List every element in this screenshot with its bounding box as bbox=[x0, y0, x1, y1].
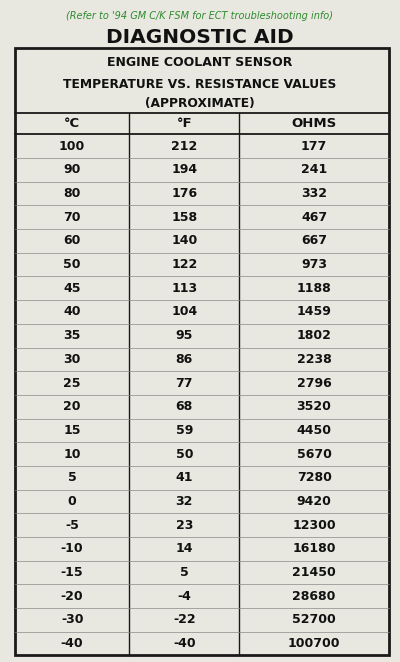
Text: 77: 77 bbox=[176, 377, 193, 389]
Text: 467: 467 bbox=[301, 211, 327, 224]
Text: (Refer to '94 GM C/K FSM for ECT troubleshooting info): (Refer to '94 GM C/K FSM for ECT trouble… bbox=[66, 11, 334, 21]
Text: 176: 176 bbox=[171, 187, 197, 200]
Text: 28680: 28680 bbox=[292, 590, 336, 602]
Text: 5: 5 bbox=[68, 471, 76, 485]
Text: 50: 50 bbox=[64, 258, 81, 271]
Text: TEMPERATURE VS. RESISTANCE VALUES: TEMPERATURE VS. RESISTANCE VALUES bbox=[63, 78, 337, 91]
Text: °F: °F bbox=[176, 117, 192, 130]
Text: 70: 70 bbox=[64, 211, 81, 224]
Text: OHMS: OHMS bbox=[292, 117, 337, 130]
Text: 50: 50 bbox=[176, 448, 193, 461]
Text: 86: 86 bbox=[176, 353, 193, 366]
Text: 45: 45 bbox=[64, 282, 81, 295]
Text: -22: -22 bbox=[173, 614, 196, 626]
Text: 2238: 2238 bbox=[297, 353, 332, 366]
Text: -40: -40 bbox=[173, 637, 196, 650]
Text: 122: 122 bbox=[171, 258, 197, 271]
Text: 3520: 3520 bbox=[297, 401, 332, 413]
Text: 68: 68 bbox=[176, 401, 193, 413]
Text: 25: 25 bbox=[64, 377, 81, 389]
Text: 32: 32 bbox=[176, 495, 193, 508]
Text: 10: 10 bbox=[64, 448, 81, 461]
Text: 52700: 52700 bbox=[292, 614, 336, 626]
Text: -5: -5 bbox=[65, 518, 79, 532]
Text: 100700: 100700 bbox=[288, 637, 340, 650]
Text: 7280: 7280 bbox=[297, 471, 332, 485]
Text: 177: 177 bbox=[301, 140, 327, 153]
Text: 241: 241 bbox=[301, 164, 327, 176]
Text: 14: 14 bbox=[176, 542, 193, 555]
Text: -15: -15 bbox=[61, 566, 84, 579]
Text: 194: 194 bbox=[171, 164, 197, 176]
Text: DIAGNOSTIC AID: DIAGNOSTIC AID bbox=[106, 28, 294, 48]
Text: 12300: 12300 bbox=[292, 518, 336, 532]
Text: 973: 973 bbox=[301, 258, 327, 271]
Text: 20: 20 bbox=[64, 401, 81, 413]
Text: 60: 60 bbox=[64, 234, 81, 248]
Text: 667: 667 bbox=[301, 234, 327, 248]
Text: 16180: 16180 bbox=[292, 542, 336, 555]
Text: 158: 158 bbox=[171, 211, 197, 224]
Text: 90: 90 bbox=[64, 164, 81, 176]
Text: 40: 40 bbox=[64, 305, 81, 318]
Text: 5: 5 bbox=[180, 566, 189, 579]
Text: (APPROXIMATE): (APPROXIMATE) bbox=[145, 97, 255, 110]
Text: 21450: 21450 bbox=[292, 566, 336, 579]
Text: 4450: 4450 bbox=[296, 424, 332, 437]
Text: -4: -4 bbox=[177, 590, 191, 602]
Text: 1188: 1188 bbox=[297, 282, 332, 295]
Text: 140: 140 bbox=[171, 234, 197, 248]
Text: 15: 15 bbox=[64, 424, 81, 437]
Text: 35: 35 bbox=[64, 329, 81, 342]
Text: 95: 95 bbox=[176, 329, 193, 342]
Text: 1802: 1802 bbox=[297, 329, 332, 342]
Text: -40: -40 bbox=[61, 637, 84, 650]
Text: ENGINE COOLANT SENSOR: ENGINE COOLANT SENSOR bbox=[107, 56, 293, 70]
Text: 212: 212 bbox=[171, 140, 197, 153]
Text: 104: 104 bbox=[171, 305, 197, 318]
Text: 5670: 5670 bbox=[297, 448, 332, 461]
Text: 332: 332 bbox=[301, 187, 327, 200]
Text: -10: -10 bbox=[61, 542, 84, 555]
Text: 113: 113 bbox=[171, 282, 197, 295]
Text: 41: 41 bbox=[176, 471, 193, 485]
Text: 30: 30 bbox=[64, 353, 81, 366]
Text: 100: 100 bbox=[59, 140, 85, 153]
Text: 80: 80 bbox=[64, 187, 81, 200]
Text: 0: 0 bbox=[68, 495, 76, 508]
Text: 1459: 1459 bbox=[297, 305, 332, 318]
Text: -20: -20 bbox=[61, 590, 84, 602]
Text: -30: -30 bbox=[61, 614, 84, 626]
Text: 23: 23 bbox=[176, 518, 193, 532]
Text: 59: 59 bbox=[176, 424, 193, 437]
Text: °C: °C bbox=[64, 117, 80, 130]
Text: 2796: 2796 bbox=[297, 377, 332, 389]
Text: 9420: 9420 bbox=[297, 495, 332, 508]
